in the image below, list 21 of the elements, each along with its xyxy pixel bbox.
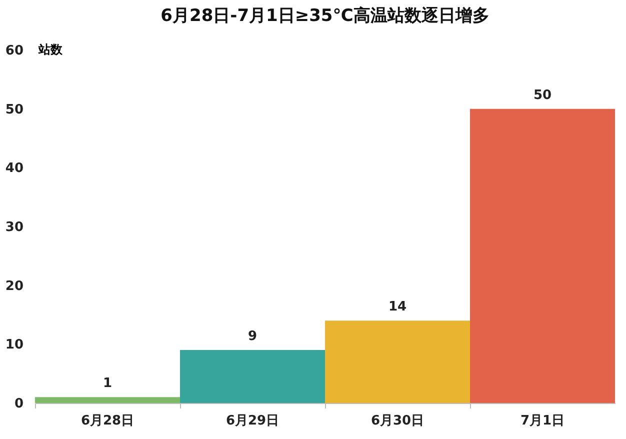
y-tick-label: 60 [5, 44, 24, 58]
data-label: 50 [533, 88, 552, 103]
y-tick-label: 40 [5, 161, 24, 176]
x-tick-label: 6月30日 [370, 414, 424, 428]
y-axis-title: 站数 [38, 42, 64, 56]
bar [470, 108, 615, 403]
data-label: 1 [102, 376, 112, 392]
x-tick-label: 7月1日 [520, 414, 565, 428]
y-tick-label: 50 [5, 102, 24, 118]
data-label: 9 [248, 329, 258, 344]
x-tick-label: 6月29日 [226, 414, 280, 428]
bar [325, 320, 470, 403]
x-tick-label: 6月28日 [80, 414, 134, 428]
chart-title: 6月28日-7月1日≥35℃高温站数逐日增多 [160, 6, 490, 26]
bar [180, 350, 325, 403]
data-label: 14 [388, 300, 407, 315]
y-tick-label: 10 [5, 338, 24, 353]
y-tick-label: 20 [5, 278, 24, 294]
y-tick-label: 0 [14, 396, 24, 412]
y-tick-label: 30 [5, 220, 24, 235]
bar [35, 397, 180, 403]
